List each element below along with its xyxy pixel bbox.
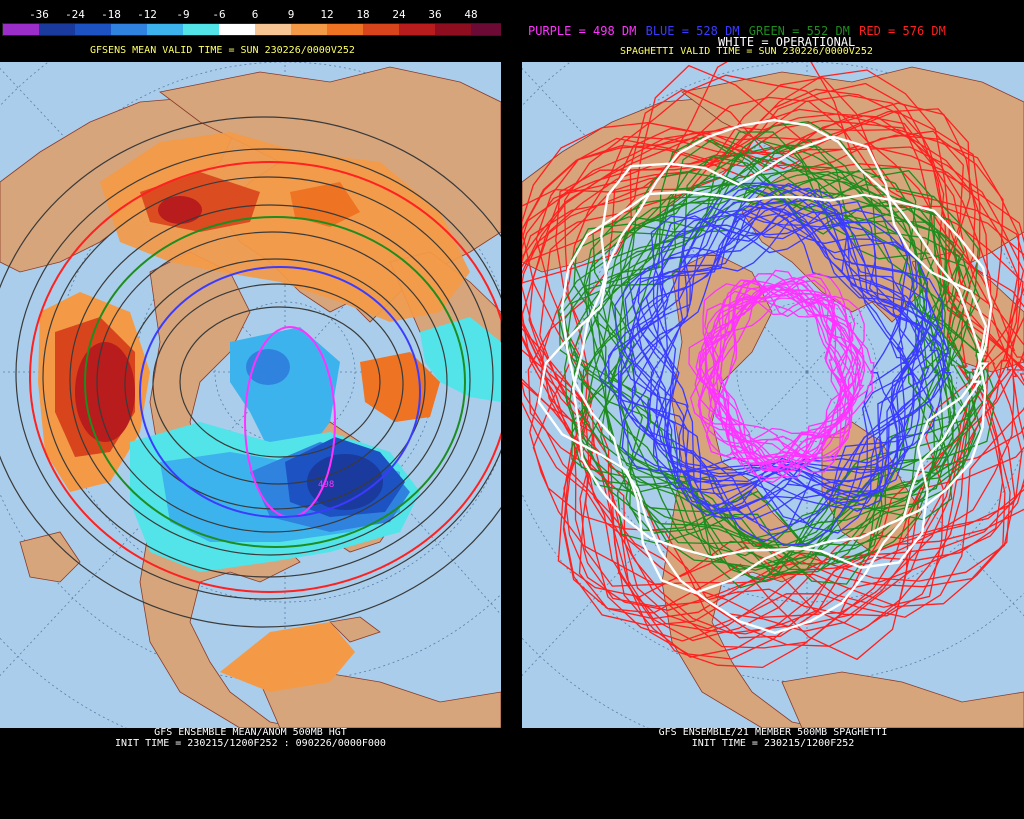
- red-member-contour: [522, 128, 1020, 647]
- green-member-contour: [566, 155, 995, 585]
- blue-member-contour: [647, 209, 929, 504]
- green-member-contour: [596, 177, 971, 568]
- colorbar-swatch: [3, 24, 39, 35]
- purple-member-contour: [711, 277, 859, 457]
- purple-member-contour: [718, 279, 865, 459]
- colorbar-labels: -36 -24 -18 -12 -9 -6 6 9 12 18 24 36 48: [0, 8, 501, 21]
- colorbar-label: -18: [101, 8, 121, 21]
- colorbar-swatch: [291, 24, 327, 35]
- colorbar-swatch: [399, 24, 435, 35]
- blue-member-contour: [632, 188, 934, 525]
- mean-footer-title: GFS ENSEMBLE MEAN/ANOM 500MB HGT: [154, 727, 347, 738]
- blue-member-contour: [636, 200, 924, 499]
- colorbar-swatch: [111, 24, 147, 35]
- colorbar-swatch: [255, 24, 291, 35]
- colorbar-label: -36: [29, 8, 49, 21]
- purple-member-contour: [695, 279, 862, 458]
- spaghetti-legend: PURPLE = 498 DM BLUE = 528 DM GREEN = 55…: [528, 24, 948, 38]
- colorbar-label: 12: [320, 8, 334, 21]
- colorbar-label: -9: [176, 8, 190, 21]
- white-member-contour: [537, 135, 989, 595]
- colorbar-label: 24: [392, 8, 406, 21]
- blue-member-contour: [637, 187, 939, 501]
- green-member-contour: [563, 139, 995, 565]
- highlight-contours: [29, 161, 501, 593]
- green-member-contour: [557, 121, 989, 570]
- colorbar-label: -6: [212, 8, 226, 21]
- height-contours: [0, 116, 501, 628]
- mean-anomaly-map: 498: [0, 62, 501, 728]
- anomaly-colorbar: [2, 23, 501, 36]
- colorbar-label: -24: [65, 8, 85, 21]
- green-member-contour: [558, 136, 985, 563]
- legend-white-operational: WHITE = OPERATIONAL: [718, 35, 856, 49]
- purple-member-contour: [702, 274, 842, 445]
- colorbar-label: 9: [287, 8, 295, 21]
- colorbar-swatch: [39, 24, 75, 35]
- red-member-contour: [539, 119, 1024, 635]
- red-member-contour: [522, 122, 1024, 669]
- colorbar-label: 18: [356, 8, 370, 21]
- spaghetti-map-canvas: [522, 62, 1024, 728]
- colorbar-swatch: [75, 24, 111, 35]
- colorbar-swatch: [219, 24, 255, 35]
- blue-member-contour: [655, 213, 915, 483]
- colorbar-swatch: [363, 24, 399, 35]
- spaghetti-map: [522, 62, 1024, 728]
- spaghetti-valid-time-header: SPAGHETTI VALID TIME = SUN 230226/0000V2…: [620, 46, 873, 57]
- blue-member-contour: [617, 205, 930, 531]
- blue-member-contour: [645, 211, 952, 534]
- purple-member-contour: [704, 280, 857, 469]
- red-member-contour: [522, 113, 992, 632]
- panel-divider: [501, 0, 522, 819]
- red-member-contour: [522, 64, 1024, 632]
- spaghetti-contours: [522, 62, 1024, 669]
- purple-member-contour: [697, 269, 854, 472]
- ensemble-mean-anomaly-panel: -36 -24 -18 -12 -9 -6 6 9 12 18 24 36 48 GFSENS MEAN…: [0, 0, 501, 819]
- green-member-contour: [573, 154, 955, 557]
- legend-blue: BLUE = 528 DM: [645, 24, 740, 38]
- legend-purple: PURPLE = 498 DM: [528, 24, 637, 38]
- mean-map-canvas: 498: [0, 62, 501, 728]
- colorbar-swatch: [147, 24, 183, 35]
- colorbar-label: 48: [464, 8, 478, 21]
- spaghetti-panel: PURPLE = 498 DM BLUE = 528 DM GREEN = 55…: [522, 0, 1024, 819]
- purple-member-contour: [700, 273, 856, 465]
- blue-member-contour: [647, 183, 945, 483]
- green-member-contour: [581, 183, 946, 557]
- green-member-contour: [601, 157, 982, 571]
- 498-contour-label: 498: [318, 480, 334, 490]
- colorbar-label: 6: [251, 8, 259, 21]
- colorbar-swatch: [183, 24, 219, 35]
- mean-valid-time-header: GFSENS MEAN VALID TIME = SUN 230226/0000…: [90, 45, 355, 56]
- colorbar-label: 36: [428, 8, 442, 21]
- colorbar-swatch: [327, 24, 363, 35]
- colorbar-label: -12: [137, 8, 157, 21]
- red-member-contour: [522, 88, 1024, 661]
- spaghetti-footer-title: GFS ENSEMBLE/21 MEMBER 500MB SPAGHETTI: [658, 727, 888, 738]
- blue-member-contour: [608, 202, 920, 508]
- colorbar-swatch: [435, 24, 471, 35]
- spaghetti-footer-init-time: INIT TIME = 230215/1200F252: [691, 738, 855, 749]
- blue-member-contour: [598, 188, 932, 516]
- blue-member-contour: [652, 209, 921, 486]
- legend-green: GREEN = 552 DM: [748, 24, 850, 38]
- purple-member-contour: [722, 272, 875, 460]
- blue-member-contour: [629, 213, 921, 517]
- colorbar-swatch: [471, 24, 501, 35]
- blue-member-contour: [632, 217, 947, 520]
- mean-footer-init-time: INIT TIME = 230215/1200F252 : 090226/000…: [115, 738, 386, 749]
- red-member-contour: [535, 110, 1006, 620]
- purple-member-contour: [720, 286, 875, 463]
- legend-red: RED = 576 DM: [859, 24, 946, 38]
- red-member-contour: [563, 134, 1011, 611]
- white-member-contour: [560, 190, 993, 635]
